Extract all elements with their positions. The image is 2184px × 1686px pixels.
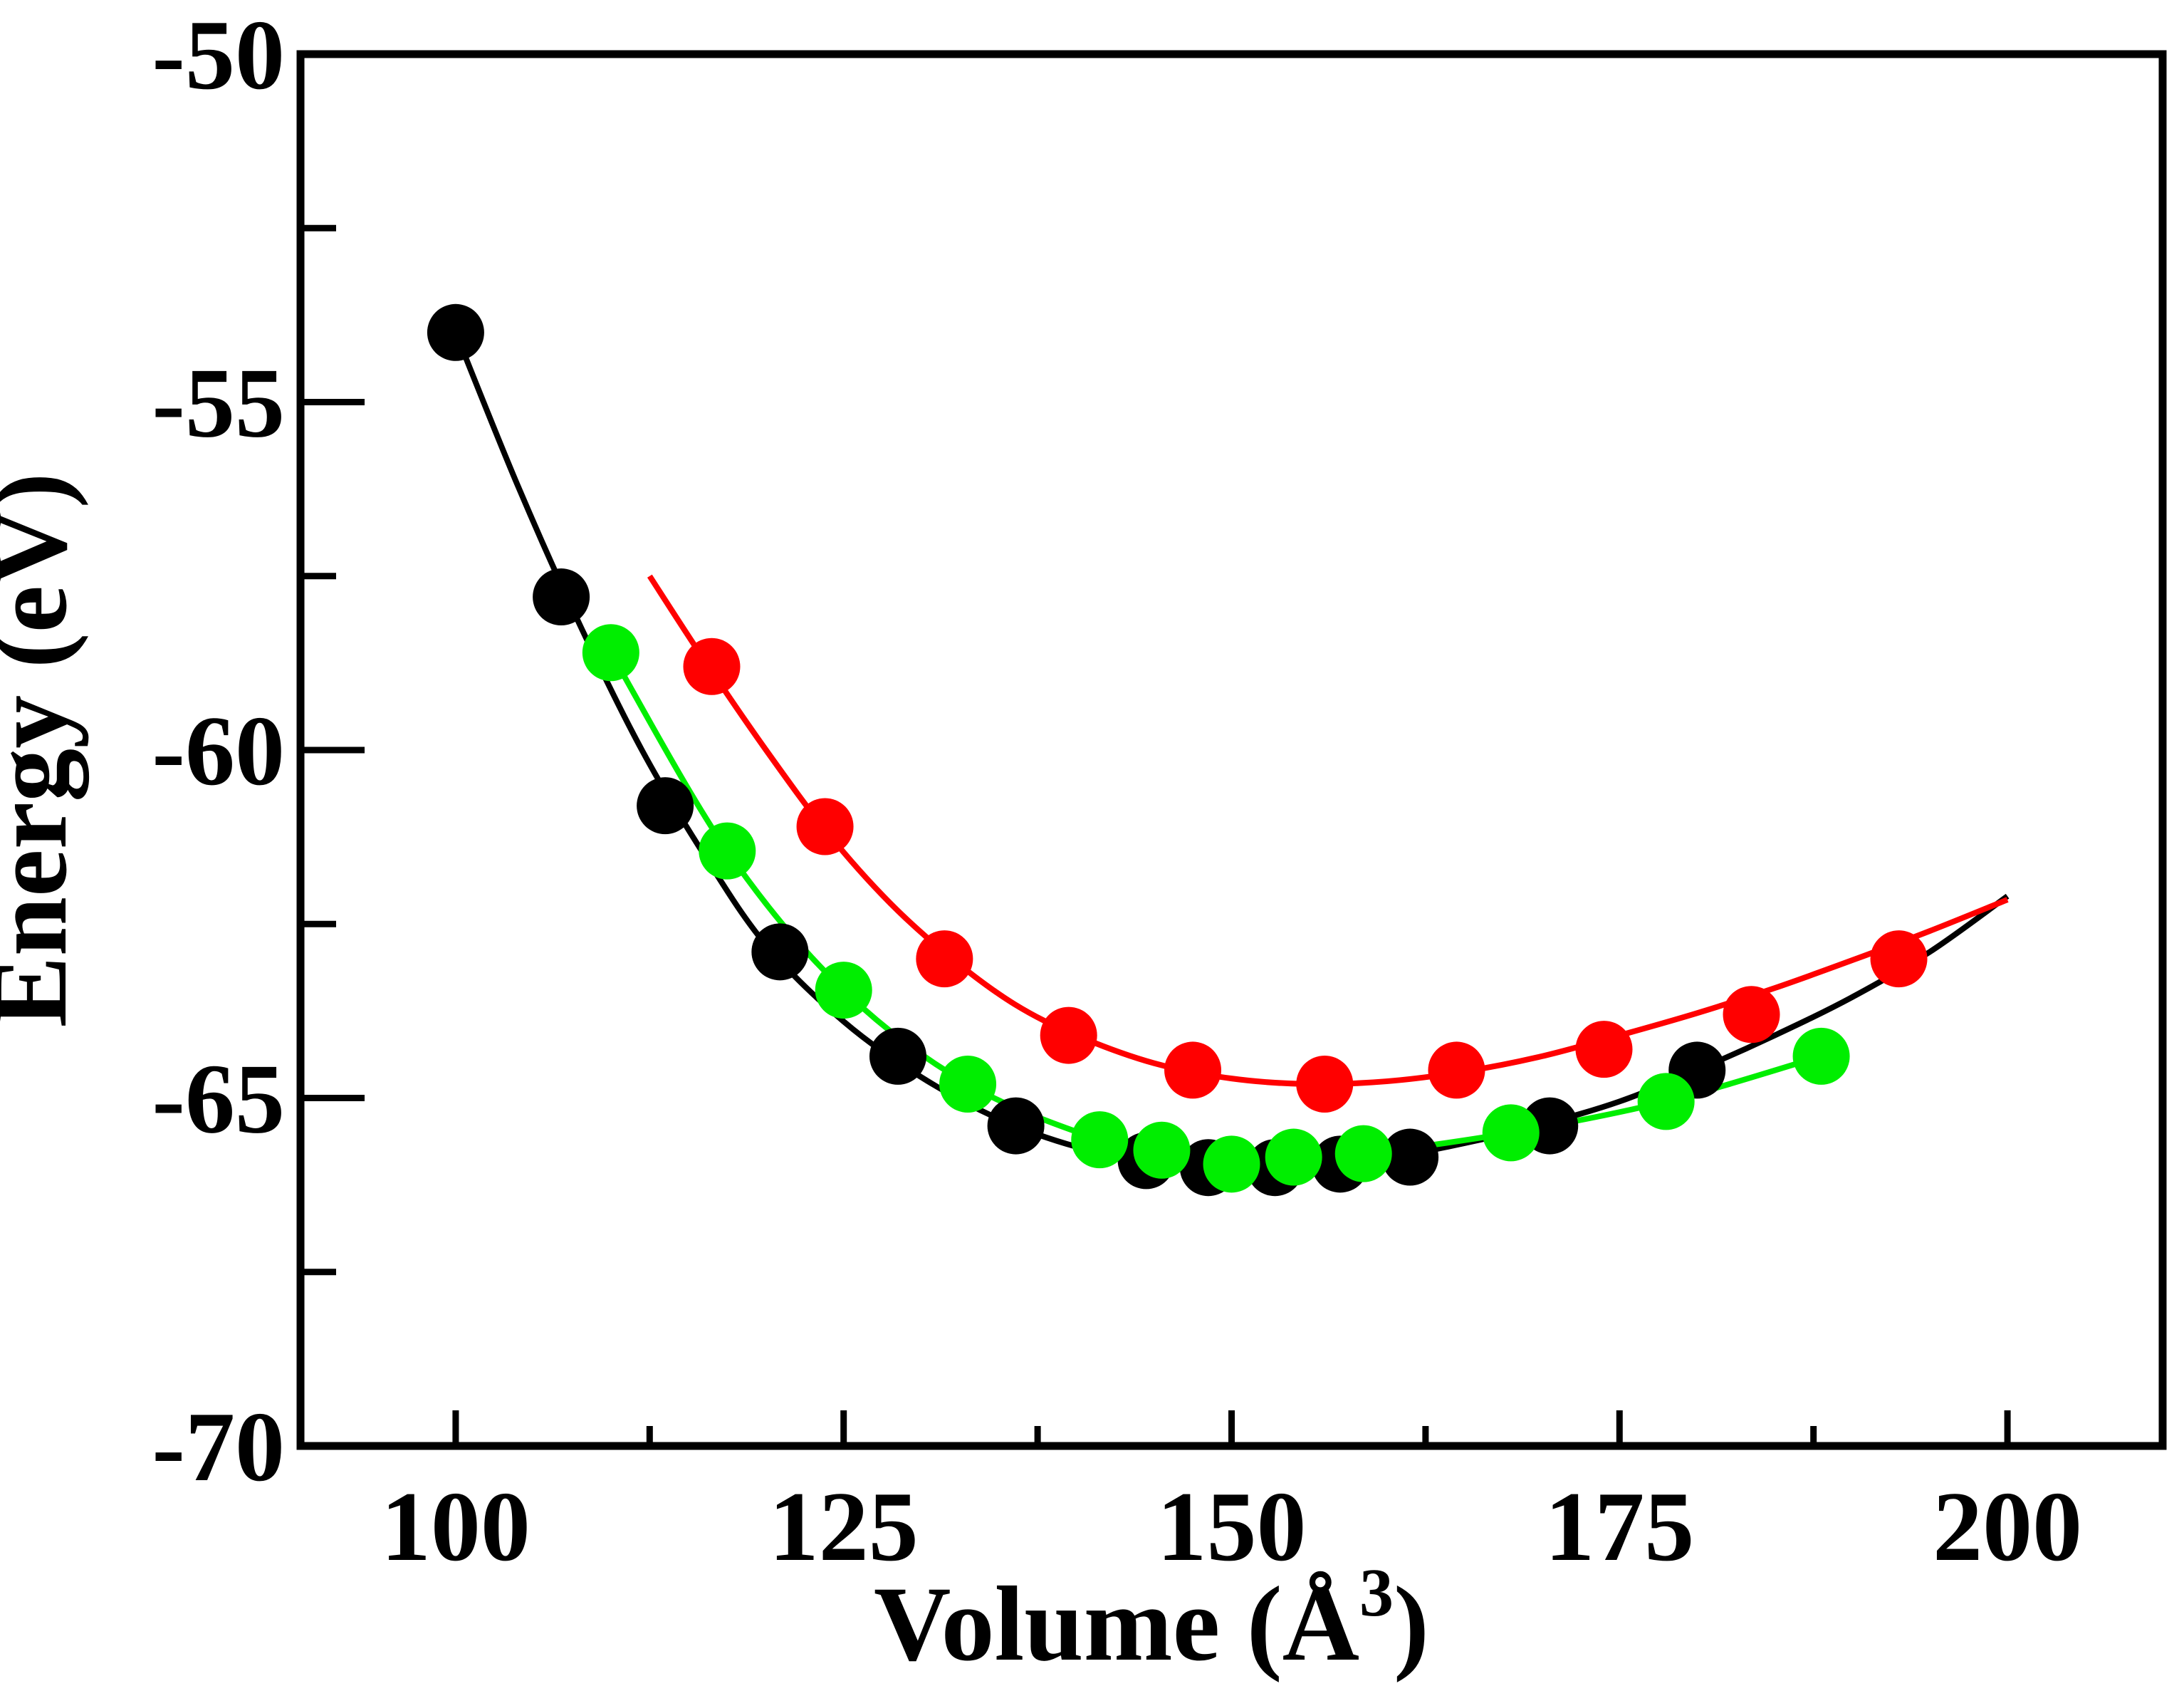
green-data-point bbox=[1265, 1128, 1322, 1186]
x-axis-title-main: Volume (Å bbox=[874, 1565, 1359, 1683]
data-points bbox=[427, 303, 1928, 1197]
red-data-point bbox=[1296, 1055, 1354, 1113]
green-fit-curve bbox=[608, 651, 1822, 1167]
y-tick-label: -60 bbox=[152, 696, 285, 806]
green-data-point bbox=[1133, 1121, 1191, 1179]
black-data-point bbox=[533, 568, 590, 626]
x-axis-title-superscript: 3 bbox=[1359, 1554, 1394, 1630]
red-data-point bbox=[683, 638, 741, 695]
x-tick-label: 150 bbox=[1157, 1472, 1307, 1582]
axis-tick-labels: 100 125 150 175 200 -70 -65 -60 -55 -50 bbox=[152, 0, 2082, 1582]
x-tick-label: 200 bbox=[1933, 1472, 2082, 1582]
green-data-point bbox=[699, 822, 756, 880]
black-fit-curve bbox=[453, 331, 2010, 1171]
black-data-point bbox=[987, 1097, 1045, 1155]
red-data-point bbox=[1164, 1041, 1222, 1099]
red-data-point bbox=[1040, 1006, 1097, 1064]
black-data-point bbox=[1381, 1128, 1439, 1186]
black-data-point bbox=[751, 923, 809, 981]
red-data-point bbox=[1870, 930, 1928, 988]
green-data-point bbox=[1203, 1135, 1260, 1193]
y-tick-label: -50 bbox=[152, 0, 285, 110]
green-data-point bbox=[1637, 1073, 1695, 1130]
y-tick-label: -65 bbox=[152, 1044, 285, 1155]
red-data-point bbox=[796, 798, 854, 855]
plot-frame bbox=[296, 50, 2167, 1450]
green-data-point bbox=[582, 624, 639, 682]
black-data-point bbox=[869, 1027, 926, 1085]
axis-ticks bbox=[301, 51, 2011, 1450]
x-tick-label: 125 bbox=[769, 1472, 919, 1582]
red-data-point bbox=[1723, 986, 1780, 1044]
green-data-point bbox=[939, 1055, 997, 1113]
y-tick-label: -70 bbox=[152, 1392, 285, 1502]
green-data-point bbox=[815, 962, 872, 1019]
red-data-point bbox=[1428, 1041, 1485, 1099]
black-data-point bbox=[427, 303, 484, 361]
fit-curves bbox=[453, 331, 2010, 1171]
black-data-point bbox=[637, 777, 694, 835]
green-data-point bbox=[1792, 1027, 1850, 1085]
red-data-point bbox=[916, 930, 973, 988]
y-axis-title: Energy (eV) bbox=[0, 473, 89, 1028]
x-axis-title: Volume (Å3) bbox=[874, 1554, 1429, 1683]
x-tick-label: 100 bbox=[381, 1472, 531, 1582]
y-tick-label: -55 bbox=[152, 348, 285, 459]
red-data-point bbox=[1575, 1021, 1633, 1078]
x-tick-label: 175 bbox=[1545, 1472, 1694, 1582]
green-data-point bbox=[1482, 1104, 1540, 1162]
green-data-point bbox=[1334, 1125, 1392, 1182]
green-data-point bbox=[1071, 1111, 1129, 1169]
x-axis-title-close: ) bbox=[1394, 1565, 1429, 1683]
